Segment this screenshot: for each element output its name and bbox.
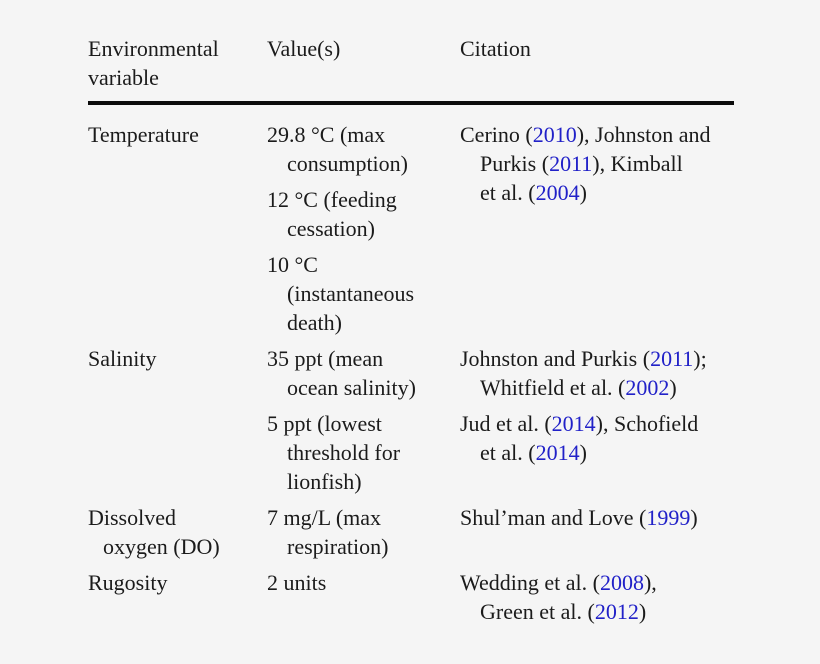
row-variable-cell: Dissolved oxygen (DO)	[88, 503, 267, 568]
header-values: Value(s)	[267, 36, 341, 61]
row-variable: Salinity	[88, 346, 157, 371]
citation-item: Jud et al. (2014), Schofield et al. (201…	[460, 411, 699, 465]
citation-year-link[interactable]: 2002	[625, 375, 670, 400]
citation-item: Cerino (2010), Johnston and Purkis (2011…	[460, 122, 711, 205]
header-rule	[88, 101, 734, 105]
citation-year-link[interactable]: 2008	[599, 570, 644, 595]
row-variable-cell: Rugosity	[88, 568, 267, 633]
table-body: Temperature 29.8 °C (max consumption) 12 °…	[88, 120, 734, 633]
citation-item-cell: Shul’man and Love (1999)	[460, 503, 734, 568]
citation-year-link[interactable]: 2004	[535, 180, 580, 205]
table-row: Salinity 35 ppt (mean ocean salinity) 5 pp…	[88, 344, 734, 503]
table-row: Temperature 29.8 °C (max consumption) 12 °…	[88, 120, 734, 344]
citation-year-link[interactable]: 2011	[650, 346, 694, 371]
citation-item: Wedding et al. (2008), Green et al. (201…	[460, 570, 657, 624]
citation-item: Johnston and Purkis (2011); Whitfield et…	[460, 346, 707, 400]
citation-item-cell: Johnston and Purkis (2011); Whitfield et…	[460, 344, 734, 503]
value-item: 29.8 °C (max consumption)	[267, 122, 408, 176]
citation-year-link[interactable]: 2014	[535, 440, 580, 465]
row-variable-cell: Temperature	[88, 120, 267, 344]
value-item: 2 units	[267, 570, 327, 595]
citation-year-link[interactable]: 2010	[532, 122, 577, 147]
table-header: Environmental variable Value(s) Citation	[88, 34, 734, 92]
value-item-cell: 35 ppt (mean ocean salinity) 5 ppt (lowes…	[267, 344, 460, 503]
value-item-cell: 29.8 °C (max consumption) 12 °C (feeding …	[267, 120, 460, 344]
header-citation: Citation	[460, 36, 531, 61]
citation-item-cell: Wedding et al. (2008), Green et al. (201…	[460, 568, 734, 633]
value-item: 10 °C (instantaneous death)	[267, 252, 415, 335]
citation-item-cell: Cerino (2010), Johnston and Purkis (2011…	[460, 120, 734, 344]
value-item: 7 mg/L (max respiration)	[267, 505, 389, 559]
value-item: 12 °C (feeding cessation)	[267, 187, 397, 241]
table-row: Dissolved oxygen (DO) 7 mg/L (max respira…	[88, 503, 734, 568]
citation-year-link[interactable]: 2011	[549, 151, 593, 176]
environmental-variables-table: Environmental variable Value(s) Citation…	[88, 34, 734, 633]
value-item-cell: 2 units	[267, 568, 460, 633]
row-variable: Dissolved oxygen (DO)	[88, 505, 220, 559]
row-variable-cell: Salinity	[88, 344, 267, 503]
citation-year-link[interactable]: 2014	[551, 411, 596, 436]
citation-year-link[interactable]: 2012	[594, 599, 639, 624]
citation-year-link[interactable]: 1999	[646, 505, 691, 530]
citation-item: Shul’man and Love (1999)	[460, 505, 698, 530]
value-item: 5 ppt (lowest threshold for lionfish)	[267, 411, 401, 494]
table-row: Rugosity 2 units Wedding et al. (2008), Gr…	[88, 568, 734, 633]
value-item: 35 ppt (mean ocean salinity)	[267, 346, 416, 400]
value-item-cell: 7 mg/L (max respiration)	[267, 503, 460, 568]
row-variable: Rugosity	[88, 570, 168, 595]
header-environmental-variable: Environmental variable	[88, 36, 219, 90]
row-variable: Temperature	[88, 122, 199, 147]
